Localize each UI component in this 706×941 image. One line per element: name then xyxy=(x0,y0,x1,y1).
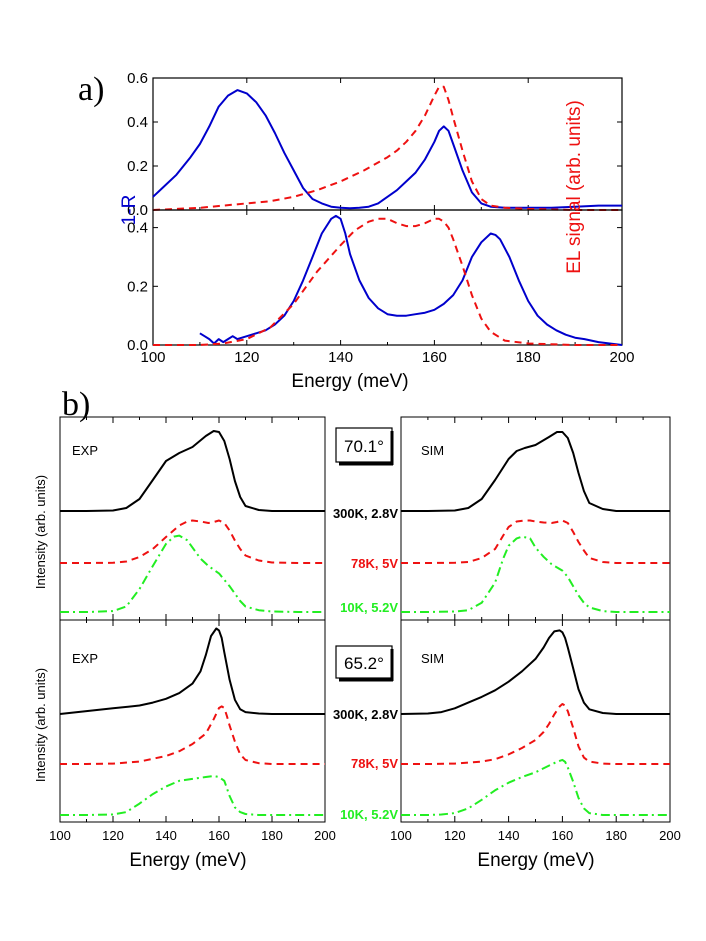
panel-a-bottom-plot: 100 120 140 160 180 200 0.0 0.2 0.4 xyxy=(127,209,635,366)
panel-b-sim-xtick-label: 200 xyxy=(659,828,681,843)
b-sim-bottom-series-red xyxy=(401,703,670,765)
a-bottom-series-red xyxy=(153,217,622,346)
a-bottom-xtick-label: 100 xyxy=(140,349,165,366)
b-sim-top-series-red xyxy=(401,519,670,564)
panel-b-frame: 100 120 140 160 180 200 100 120 140 160 180 200 xyxy=(49,416,681,843)
panel-a-y-right-label: EL signal (arb. units) xyxy=(564,100,585,274)
angle-bottom: 65.2° xyxy=(344,654,384,673)
b-exp-bottom-series-green xyxy=(60,775,325,816)
exp-label-bottom: EXP xyxy=(72,651,98,666)
panel-b-exp-xtick-label: 200 xyxy=(314,828,336,843)
panel-b-exp-bottom-plot xyxy=(59,627,325,816)
a-bottom-series-blue xyxy=(199,214,623,346)
cond-300k-bottom: 300K, 2.8V xyxy=(333,707,398,722)
panel-b-x-label-exp: Energy (meV) xyxy=(129,850,246,871)
b-sim-bottom-series-black xyxy=(400,629,670,715)
panel-a-top-plot: 0.0 0.2 0.4 0.6 xyxy=(127,70,623,219)
a-top-ytick-label: 0.6 xyxy=(127,70,148,87)
sim-label-bottom: SIM xyxy=(421,651,444,666)
panel-a-y-left-label: 1-R xyxy=(119,195,140,226)
a-top-series-red xyxy=(152,85,622,211)
a-bottom-frame xyxy=(152,209,623,346)
panel-b-exp-xtick-label: 120 xyxy=(102,828,124,843)
cond-78k-top: 78K, 5V xyxy=(351,556,398,571)
panel-b-sim-xtick-label: 120 xyxy=(444,828,466,843)
panel-a-x-label: Energy (meV) xyxy=(291,371,408,392)
a-top-ytick-label: 0.0 xyxy=(127,202,148,219)
panel-b-sim-xtick-label: 100 xyxy=(390,828,412,843)
panel-b-exp-xtick-label: 140 xyxy=(155,828,177,843)
a-bottom-ytick-label: 0.2 xyxy=(127,278,148,295)
angle-box-bottom xyxy=(335,645,393,679)
panel-b-sim-top-plot xyxy=(401,431,670,613)
exp-label-top: EXP xyxy=(72,443,98,458)
cond-10k-bottom: 10K, 5.2V xyxy=(340,807,398,822)
a-bottom-xtick-label: 120 xyxy=(234,349,259,366)
a-top-series-blue xyxy=(152,89,622,210)
b-sim-top-series-green xyxy=(401,535,670,613)
cond-78k-bottom: 78K, 5V xyxy=(351,756,398,771)
panel-b-exp-top-plot xyxy=(60,430,325,613)
b-exp-top-series-red xyxy=(60,519,325,564)
panel-b-exp-bottom-frame xyxy=(59,619,326,823)
a-bottom-ytick-label: 0.4 xyxy=(127,220,148,237)
cond-10k-top: 10K, 5.2V xyxy=(340,600,398,615)
cond-300k-top: 300K, 2.8V xyxy=(333,506,398,521)
a-bottom-xtick-label: 160 xyxy=(422,349,447,366)
panel-b-y-label-bottom: Intensity (arb. units) xyxy=(33,668,48,782)
panel-a-label: a) xyxy=(78,71,104,108)
a-bottom-xtick-label: 180 xyxy=(516,349,541,366)
panel-b-exp-xtick-label: 100 xyxy=(49,828,71,843)
a-bottom-xtick-label: 200 xyxy=(609,349,634,366)
panel-b-x-label-sim: Energy (meV) xyxy=(477,850,594,871)
panel-b-exp-xtick-label: 160 xyxy=(208,828,230,843)
a-top-ytick-label: 0.2 xyxy=(127,158,148,175)
b-exp-top-series-green xyxy=(60,534,325,613)
angle-top: 70.1° xyxy=(344,437,384,456)
b-exp-bottom-series-red xyxy=(60,705,325,765)
panel-b-y-label-top: Intensity (arb. units) xyxy=(33,475,48,589)
b-exp-bottom-series-black xyxy=(59,627,325,715)
b-sim-bottom-series-green xyxy=(401,758,670,816)
panel-b-exp-xtick-label: 180 xyxy=(261,828,283,843)
a-bottom-xtick-label: 140 xyxy=(328,349,353,366)
a-bottom-ytick-label: 0.0 xyxy=(127,337,148,354)
panel-b-sim-xtick-label: 180 xyxy=(605,828,627,843)
panel-b-sim-bottom-plot xyxy=(400,629,670,816)
sim-label-top: SIM xyxy=(421,443,444,458)
panel-b-sim-xtick-label: 160 xyxy=(552,828,574,843)
angle-box-top xyxy=(335,427,393,463)
a-top-frame xyxy=(152,77,623,211)
b-sim-top-series-black xyxy=(401,431,670,512)
a-top-ytick-label: 0.4 xyxy=(127,114,148,131)
b-exp-top-series-black xyxy=(60,430,325,512)
panel-b-sim-xtick-label: 140 xyxy=(498,828,520,843)
